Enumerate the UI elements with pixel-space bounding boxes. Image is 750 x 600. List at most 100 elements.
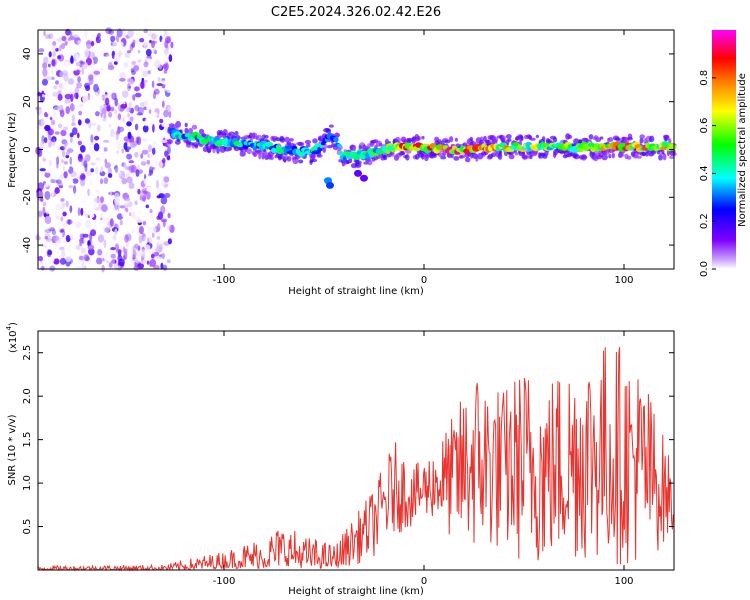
noise-speckle — [140, 153, 144, 159]
ridge-halo — [415, 137, 421, 141]
noise-speckle — [78, 110, 83, 116]
noise-speckle — [74, 92, 79, 99]
noise-speckle — [106, 117, 111, 126]
noise-speckle — [92, 29, 98, 39]
noise-speckle — [39, 191, 44, 198]
noise-speckle — [86, 206, 90, 211]
ridge-halo — [437, 152, 444, 157]
noise-speckle — [61, 35, 67, 42]
noise-speckle — [132, 30, 138, 37]
noise-speckle — [55, 203, 61, 212]
noise-speckle — [126, 82, 131, 92]
noise-speckle — [92, 183, 99, 187]
ridge-halo — [222, 129, 228, 136]
noise-speckle — [73, 34, 79, 39]
noise-speckle — [88, 144, 92, 153]
noise-speckle — [44, 236, 49, 240]
ridge-halo — [658, 154, 663, 161]
noise-speckle — [158, 93, 164, 99]
noise-speckle — [143, 235, 149, 244]
noise-speckle — [114, 108, 117, 115]
ridge-halo — [501, 138, 506, 143]
noise-speckle — [52, 111, 57, 118]
ridge-halo — [384, 138, 389, 145]
snr-x-axis-label: Height of straight line (km) — [288, 586, 424, 597]
noise-speckle — [58, 185, 64, 189]
noise-speckle — [114, 196, 121, 206]
noise-speckle — [97, 249, 103, 256]
noise-speckle — [90, 40, 95, 47]
spectrogram-y-ticks: -40 -20 0 20 40 — [22, 48, 674, 253]
noise-speckle — [116, 152, 123, 161]
noise-speckle — [90, 134, 94, 143]
ridge-halo — [311, 158, 318, 163]
ridge-halo — [219, 130, 224, 135]
noise-speckle — [59, 71, 64, 78]
spectrogram-panel: -100 0 100 -40 -20 0 20 40 Height of straight … — [7, 27, 677, 297]
noise-speckle — [44, 190, 51, 200]
ridge-halo — [421, 135, 425, 140]
noise-speckle — [70, 136, 73, 144]
y-tick-label: 1.5 — [22, 432, 33, 448]
noise-speckle — [73, 185, 77, 194]
noise-speckle — [62, 149, 65, 158]
ridge-halo — [328, 124, 334, 128]
noise-speckle — [75, 244, 81, 251]
noise-speckle — [142, 259, 147, 264]
noise-speckle — [121, 162, 127, 168]
noise-speckle — [85, 85, 91, 92]
noise-speckle — [151, 232, 155, 238]
ridge-halo — [216, 147, 220, 154]
noise-speckle — [55, 179, 62, 185]
ridge-halo — [639, 137, 644, 144]
noise-speckle — [100, 196, 104, 204]
ridge-halo — [286, 141, 292, 145]
noise-speckle — [141, 145, 146, 149]
ridge-halo — [627, 136, 633, 141]
ridge-halo — [649, 135, 655, 143]
noise-speckle — [147, 144, 152, 153]
noise-speckle — [61, 159, 64, 164]
snr-series-line — [37, 347, 674, 572]
noise-speckle — [103, 256, 110, 262]
noise-speckle — [40, 197, 44, 202]
ridge-halo — [552, 137, 558, 143]
noise-speckle — [128, 102, 132, 108]
noise-speckle — [118, 170, 126, 180]
ridge-halo — [356, 160, 362, 165]
noise-speckle — [54, 131, 60, 135]
noise-speckle — [64, 40, 68, 46]
noise-speckle — [166, 156, 171, 161]
ridge-point — [342, 156, 347, 162]
y-tick-label: 20 — [22, 95, 33, 108]
colorbar-tick-label: 0.6 — [699, 118, 710, 134]
noise-speckle — [122, 246, 126, 253]
noise-speckle — [167, 238, 172, 245]
ridge-halo — [284, 136, 290, 143]
noise-speckle — [99, 152, 105, 156]
y-tick-label: -40 — [22, 237, 33, 253]
noise-speckle — [48, 51, 52, 58]
spectral-blob — [360, 174, 368, 182]
noise-speckle — [161, 100, 165, 108]
noise-speckle — [103, 239, 107, 249]
noise-speckle — [105, 27, 112, 34]
noise-speckle — [44, 92, 49, 100]
noise-speckle — [145, 48, 152, 57]
ridge-halo — [541, 136, 546, 142]
noise-speckle — [110, 247, 116, 251]
noise-speckle — [69, 231, 74, 240]
ridge-point — [285, 145, 293, 150]
noise-speckle — [128, 182, 135, 189]
noise-speckle — [139, 81, 146, 89]
noise-speckle — [65, 151, 71, 155]
noise-speckle — [141, 248, 146, 258]
noise-speckle — [89, 95, 94, 102]
noise-speckle — [62, 165, 66, 172]
ridge-halo — [639, 134, 645, 139]
noise-speckle — [161, 122, 167, 127]
ridge-halo — [526, 155, 531, 159]
noise-speckle — [60, 43, 66, 50]
noise-speckle — [160, 39, 165, 47]
